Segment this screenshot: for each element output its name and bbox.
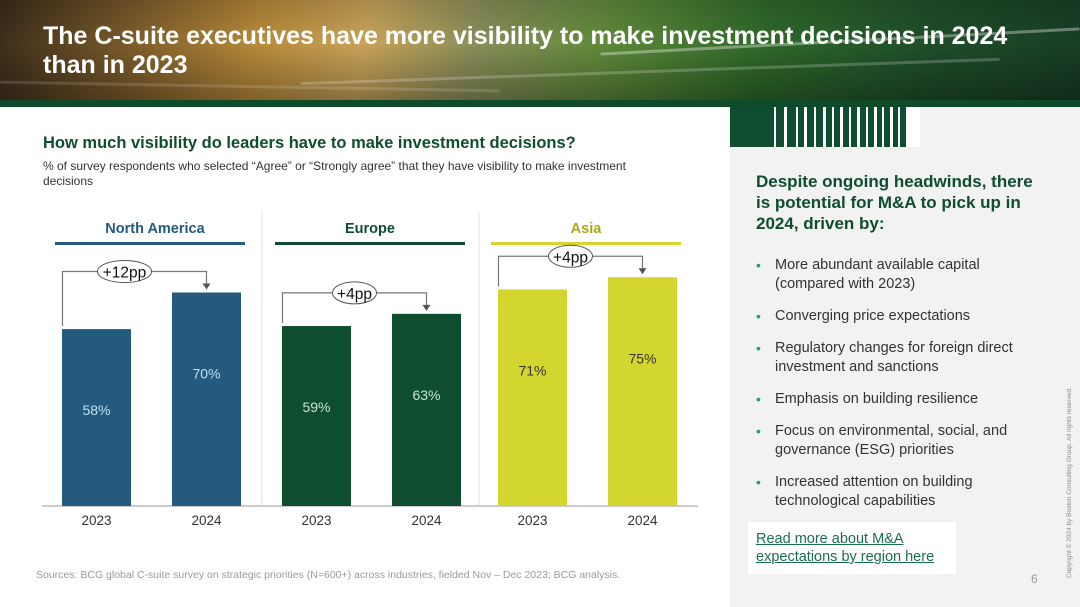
- list-item: • Increased attention on building technol…: [756, 473, 1026, 511]
- source-note: Sources: BCG global C-suite survey on st…: [36, 569, 621, 581]
- x-tick-label: 2023: [517, 513, 547, 528]
- x-tick-label: 2024: [627, 513, 658, 528]
- bullet-icon: •: [756, 423, 761, 439]
- list-item: • Regulatory changes for foreign direct i…: [756, 339, 1026, 377]
- bar-value-label: 70%: [192, 366, 220, 382]
- group-label: Asia: [571, 221, 603, 237]
- bar-value-label: 58%: [82, 402, 110, 418]
- list-item-text: Focus on environmental, social, and gove…: [775, 423, 1008, 458]
- group-underline: [491, 242, 681, 245]
- bar-value-label: 63%: [412, 387, 440, 403]
- header-banner: [0, 0, 1080, 107]
- list-item-text: Emphasis on building resilience: [775, 391, 979, 407]
- read-more-box: Read more about M&A expectations by regi…: [748, 522, 956, 574]
- list-item: • More abundant available capital (compar…: [756, 256, 1026, 294]
- bar: [392, 313, 461, 506]
- list-item-text: More abundant available capital (compare…: [775, 257, 980, 292]
- group-underline: [55, 242, 245, 245]
- list-item-text: Increased attention on building technolo…: [775, 474, 973, 509]
- read-more-link[interactable]: Read more about M&A expectations by regi…: [756, 531, 935, 565]
- group-label: Europe: [345, 221, 395, 237]
- group-underline: [275, 242, 465, 245]
- bar: [498, 289, 567, 506]
- chart-subtitle: % of survey respondents who selected “Ag…: [43, 159, 626, 188]
- change-badge: [548, 244, 593, 268]
- chart-title: How much visibility do leaders have to m…: [43, 134, 576, 152]
- bar-chart: North America 58% 2023 70% 2024 +12pp Europe 59…: [42, 212, 698, 528]
- change-label: +4pp: [553, 249, 588, 266]
- bar-value-label: 59%: [302, 399, 330, 415]
- bullet-icon: •: [756, 474, 761, 490]
- banner-divider: [0, 100, 1080, 107]
- bar: [282, 326, 351, 506]
- list-item-text: Converging price expectations: [775, 308, 971, 324]
- x-tick-label: 2024: [411, 513, 442, 528]
- change-badge: [97, 260, 152, 283]
- change-arrow: [202, 283, 211, 290]
- x-tick-label: 2024: [191, 513, 222, 528]
- list-item: • Emphasis on building resilience: [756, 390, 1026, 409]
- bullet-icon: •: [756, 391, 761, 407]
- group-label: North America: [105, 221, 205, 237]
- x-tick-label: 2023: [81, 513, 111, 528]
- page-title: The C-suite executives have more visibil…: [43, 22, 1008, 79]
- x-tick-label: 2023: [301, 513, 331, 528]
- list-item: • Converging price expectations: [756, 307, 1026, 326]
- bar: [62, 329, 131, 506]
- bullet-icon: •: [756, 340, 761, 356]
- bar: [608, 277, 677, 506]
- bar-value-label: 75%: [628, 350, 656, 366]
- change-arrow: [638, 268, 647, 275]
- list-item: • Focus on environmental, social, and gov…: [756, 422, 1026, 460]
- change-arrow: [422, 304, 431, 311]
- change-label: +12pp: [103, 265, 147, 282]
- copyright-notice: Copyright © 2024 by Boston Consulting Gr…: [1066, 387, 1073, 578]
- driver-list: • More abundant available capital (compar…: [756, 256, 1026, 524]
- bar-value-label: 71%: [518, 362, 546, 378]
- change-label: +4pp: [337, 286, 372, 303]
- change-badge: [332, 281, 377, 305]
- page-number: 6: [1031, 572, 1038, 586]
- bar: [172, 292, 241, 506]
- bullet-icon: •: [756, 257, 761, 273]
- sidebar-headline: Despite ongoing headwinds, there is pote…: [756, 172, 1033, 233]
- list-item-text: Regulatory changes for foreign direct in…: [775, 340, 1013, 375]
- bullet-icon: •: [756, 308, 761, 324]
- decorative-stripes: [730, 107, 920, 147]
